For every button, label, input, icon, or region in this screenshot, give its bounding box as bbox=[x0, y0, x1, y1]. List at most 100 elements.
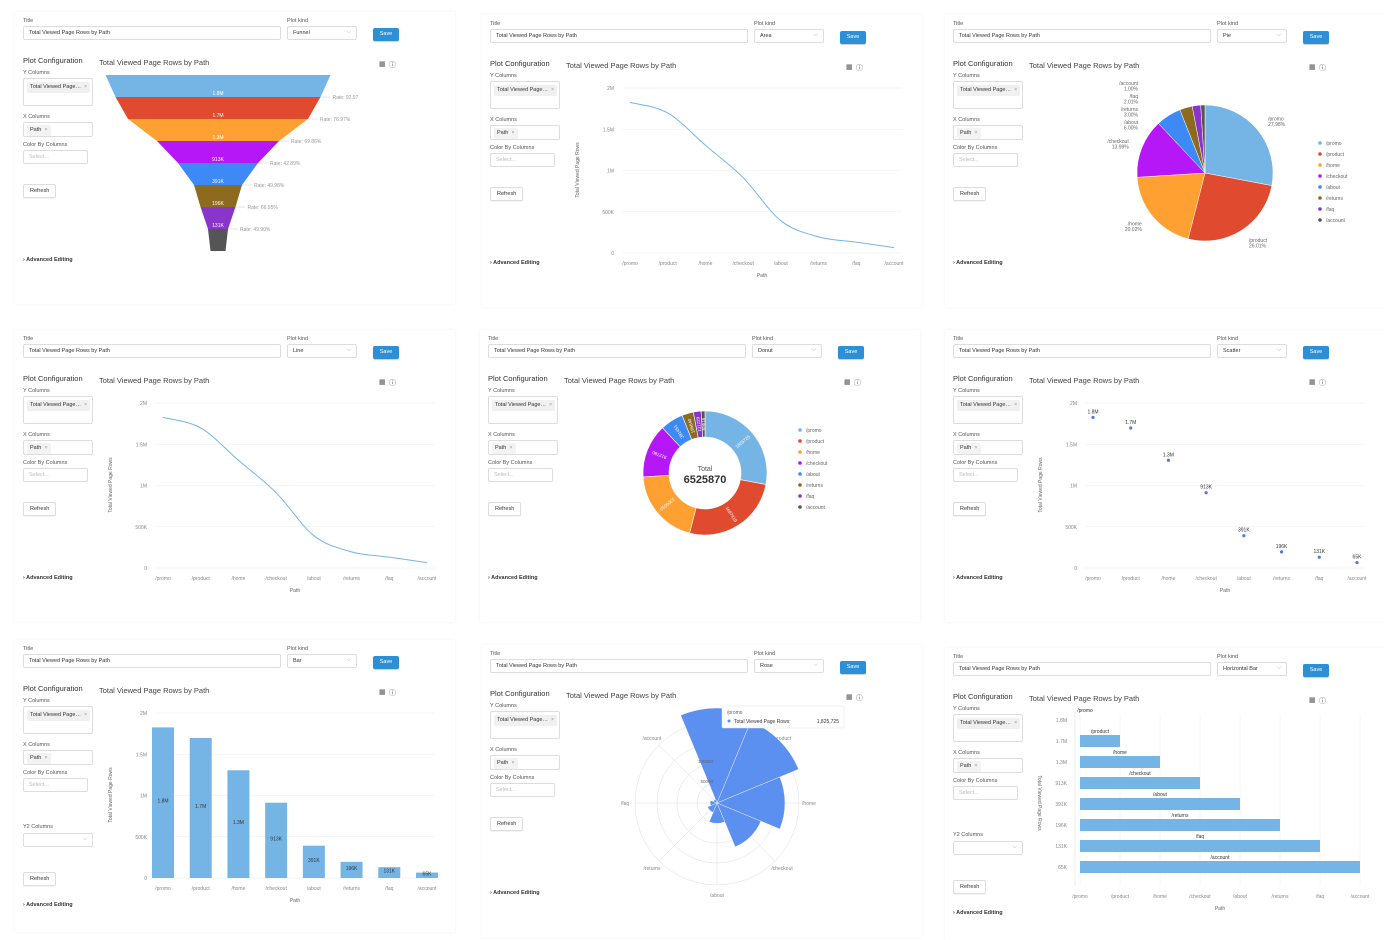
advanced-editing-toggle[interactable]: › Advanced Editing bbox=[953, 260, 1003, 266]
advanced-editing-toggle[interactable]: › Advanced Editing bbox=[23, 902, 73, 908]
info-icon[interactable]: ⓘ bbox=[854, 380, 861, 387]
chip-remove-icon[interactable]: × bbox=[548, 402, 553, 408]
plot-kind-select[interactable]: Rose ⌵ bbox=[754, 659, 824, 673]
color-by-columns-input[interactable]: Select... bbox=[23, 150, 88, 164]
title-input[interactable]: Total Viewed Page Rows by Path bbox=[488, 344, 746, 358]
table-icon[interactable]: ▦ bbox=[379, 379, 386, 386]
plot-kind-select[interactable]: Funnel ⌵ bbox=[287, 26, 357, 40]
plot-kind-select[interactable]: Line ⌵ bbox=[287, 344, 357, 358]
chip-remove-icon[interactable]: × bbox=[511, 130, 515, 136]
color-by-columns-input[interactable]: Select... bbox=[953, 468, 1018, 482]
table-icon[interactable]: ▦ bbox=[844, 379, 851, 386]
title-input[interactable]: Total Viewed Page Rows by Path bbox=[23, 654, 281, 668]
info-icon[interactable]: ⓘ bbox=[856, 65, 863, 72]
title-input[interactable]: Total Viewed Page Rows by Path bbox=[23, 26, 281, 40]
x-columns-input[interactable]: Path × bbox=[953, 125, 1023, 140]
refresh-button[interactable]: Refresh bbox=[953, 187, 987, 201]
table-icon[interactable]: ▦ bbox=[846, 64, 853, 71]
x-columns-input[interactable]: Path × bbox=[490, 755, 560, 770]
y-columns-input[interactable]: Total Viewed Page… × bbox=[23, 396, 93, 424]
plot-kind-select[interactable]: Bar ⌵ bbox=[287, 654, 357, 668]
x-columns-input[interactable]: Path × bbox=[490, 125, 560, 140]
chip-remove-icon[interactable]: × bbox=[44, 445, 48, 451]
color-by-columns-input[interactable]: Select... bbox=[23, 778, 88, 792]
info-icon[interactable]: ⓘ bbox=[1319, 380, 1326, 387]
save-button[interactable]: Save bbox=[373, 346, 399, 359]
y-columns-input[interactable]: Total Viewed Page… × bbox=[953, 81, 1023, 109]
chip-remove-icon[interactable]: × bbox=[509, 445, 513, 451]
y-columns-input[interactable]: Total Viewed Page… × bbox=[953, 396, 1023, 424]
refresh-button[interactable]: Refresh bbox=[23, 502, 57, 516]
y-columns-input[interactable]: Total Viewed Page… × bbox=[490, 81, 560, 109]
x-columns-input[interactable]: Path × bbox=[953, 758, 1023, 773]
advanced-editing-toggle[interactable]: › Advanced Editing bbox=[23, 257, 73, 263]
title-input[interactable]: Total Viewed Page Rows by Path bbox=[23, 344, 281, 358]
save-button[interactable]: Save bbox=[1303, 346, 1329, 359]
refresh-button[interactable]: Refresh bbox=[490, 817, 524, 831]
plot-kind-select[interactable]: Area ⌵ bbox=[754, 29, 824, 43]
x-columns-input[interactable]: Path × bbox=[23, 122, 93, 137]
title-input[interactable]: Total Viewed Page Rows by Path bbox=[953, 29, 1211, 43]
save-button[interactable]: Save bbox=[1303, 31, 1329, 44]
info-icon[interactable]: ⓘ bbox=[1319, 65, 1326, 72]
table-icon[interactable]: ▦ bbox=[1309, 64, 1316, 71]
save-button[interactable]: Save bbox=[1303, 664, 1329, 677]
plot-kind-select[interactable]: Scatter ⌵ bbox=[1217, 344, 1287, 358]
refresh-button[interactable]: Refresh bbox=[953, 880, 987, 894]
refresh-button[interactable]: Refresh bbox=[23, 184, 57, 198]
x-columns-input[interactable]: Path × bbox=[488, 440, 558, 455]
title-input[interactable]: Total Viewed Page Rows by Path bbox=[953, 662, 1211, 676]
plot-kind-select[interactable]: Horizontal Bar ⌵ bbox=[1217, 662, 1287, 676]
advanced-editing-toggle[interactable]: › Advanced Editing bbox=[490, 260, 540, 266]
chip-remove-icon[interactable]: × bbox=[1013, 87, 1018, 93]
title-input[interactable]: Total Viewed Page Rows by Path bbox=[490, 659, 748, 673]
color-by-columns-input[interactable]: Select... bbox=[488, 468, 553, 482]
advanced-editing-toggle[interactable]: › Advanced Editing bbox=[953, 910, 1003, 916]
info-icon[interactable]: ⓘ bbox=[389, 380, 396, 387]
info-icon[interactable]: ⓘ bbox=[856, 695, 863, 702]
chip-remove-icon[interactable]: × bbox=[83, 402, 88, 408]
refresh-button[interactable]: Refresh bbox=[490, 187, 524, 201]
refresh-button[interactable]: Refresh bbox=[953, 502, 987, 516]
x-columns-input[interactable]: Path × bbox=[953, 440, 1023, 455]
advanced-editing-toggle[interactable]: › Advanced Editing bbox=[953, 575, 1003, 581]
color-by-columns-input[interactable]: Select... bbox=[953, 153, 1018, 167]
color-by-columns-input[interactable]: Select... bbox=[490, 153, 555, 167]
title-input[interactable]: Total Viewed Page Rows by Path bbox=[953, 344, 1211, 358]
title-input[interactable]: Total Viewed Page Rows by Path bbox=[490, 29, 748, 43]
y2-columns-select[interactable]: ⌵ bbox=[23, 833, 93, 847]
y-columns-input[interactable]: Total Viewed Page… × bbox=[488, 396, 558, 424]
chip-remove-icon[interactable]: × bbox=[1013, 720, 1018, 726]
chip-remove-icon[interactable]: × bbox=[511, 760, 515, 766]
chip-remove-icon[interactable]: × bbox=[974, 445, 978, 451]
x-columns-input[interactable]: Path × bbox=[23, 750, 93, 765]
x-columns-input[interactable]: Path × bbox=[23, 440, 93, 455]
table-icon[interactable]: ▦ bbox=[379, 61, 386, 68]
save-button[interactable]: Save bbox=[838, 346, 864, 359]
advanced-editing-toggle[interactable]: › Advanced Editing bbox=[23, 575, 73, 581]
advanced-editing-toggle[interactable]: › Advanced Editing bbox=[490, 890, 540, 896]
save-button[interactable]: Save bbox=[840, 31, 866, 44]
refresh-button[interactable]: Refresh bbox=[23, 872, 57, 886]
table-icon[interactable]: ▦ bbox=[1309, 379, 1316, 386]
chip-remove-icon[interactable]: × bbox=[83, 712, 88, 718]
y-columns-input[interactable]: Total Viewed Page… × bbox=[490, 711, 560, 739]
chip-remove-icon[interactable]: × bbox=[44, 127, 48, 133]
y-columns-input[interactable]: Total Viewed Page… × bbox=[23, 706, 93, 734]
table-icon[interactable]: ▦ bbox=[846, 694, 853, 701]
info-icon[interactable]: ⓘ bbox=[389, 690, 396, 697]
table-icon[interactable]: ▦ bbox=[1309, 697, 1316, 704]
color-by-columns-input[interactable]: Select... bbox=[953, 786, 1018, 800]
info-icon[interactable]: ⓘ bbox=[389, 62, 396, 69]
y-columns-input[interactable]: Total Viewed Page… × bbox=[23, 78, 93, 106]
chip-remove-icon[interactable]: × bbox=[44, 755, 48, 761]
chip-remove-icon[interactable]: × bbox=[550, 87, 555, 93]
chip-remove-icon[interactable]: × bbox=[83, 84, 88, 90]
plot-kind-select[interactable]: Donut ⌵ bbox=[752, 344, 822, 358]
info-icon[interactable]: ⓘ bbox=[1319, 698, 1326, 705]
save-button[interactable]: Save bbox=[373, 28, 399, 41]
y-columns-input[interactable]: Total Viewed Page… × bbox=[953, 714, 1023, 742]
chip-remove-icon[interactable]: × bbox=[974, 763, 978, 769]
chip-remove-icon[interactable]: × bbox=[550, 717, 555, 723]
color-by-columns-input[interactable]: Select... bbox=[490, 783, 555, 797]
